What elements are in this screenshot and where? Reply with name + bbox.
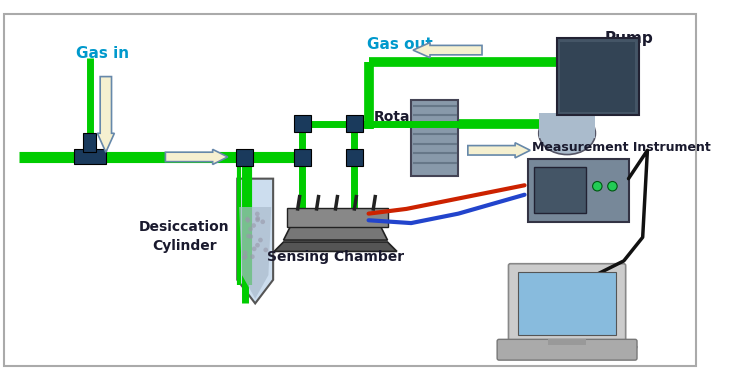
FancyBboxPatch shape: [346, 116, 363, 132]
Circle shape: [246, 234, 251, 238]
FancyBboxPatch shape: [346, 149, 363, 166]
FancyArrow shape: [98, 77, 115, 152]
Circle shape: [260, 219, 265, 224]
FancyBboxPatch shape: [528, 159, 630, 222]
FancyBboxPatch shape: [74, 149, 106, 165]
Circle shape: [252, 223, 256, 228]
FancyBboxPatch shape: [534, 167, 586, 213]
FancyBboxPatch shape: [83, 133, 96, 152]
FancyBboxPatch shape: [539, 112, 596, 138]
Text: Gas in: Gas in: [75, 46, 129, 61]
FancyBboxPatch shape: [4, 14, 696, 366]
FancyBboxPatch shape: [508, 264, 626, 343]
FancyBboxPatch shape: [287, 208, 388, 227]
Polygon shape: [274, 242, 397, 252]
Text: Sensing Chamber: Sensing Chamber: [267, 250, 404, 264]
Text: Pump: Pump: [604, 31, 653, 46]
FancyBboxPatch shape: [497, 339, 637, 360]
Text: Measurement Instrument: Measurement Instrument: [532, 141, 711, 154]
Circle shape: [593, 182, 602, 191]
Circle shape: [243, 254, 248, 259]
Circle shape: [255, 216, 260, 221]
Circle shape: [250, 254, 255, 259]
FancyArrow shape: [468, 143, 531, 158]
Text: Gas out: Gas out: [367, 37, 432, 52]
FancyArrow shape: [413, 43, 482, 58]
Circle shape: [242, 255, 246, 260]
Circle shape: [255, 243, 260, 247]
Circle shape: [248, 227, 253, 231]
Ellipse shape: [539, 112, 596, 155]
Text: Rotameter: Rotameter: [373, 110, 457, 124]
Circle shape: [252, 247, 257, 251]
FancyBboxPatch shape: [294, 116, 311, 132]
FancyBboxPatch shape: [411, 100, 458, 176]
FancyBboxPatch shape: [518, 272, 616, 335]
Circle shape: [255, 212, 260, 216]
FancyBboxPatch shape: [548, 339, 586, 345]
Circle shape: [608, 182, 617, 191]
FancyBboxPatch shape: [556, 38, 639, 116]
Circle shape: [246, 218, 250, 223]
Text: Desiccation
Cylinder: Desiccation Cylinder: [139, 220, 229, 253]
Circle shape: [245, 217, 249, 222]
Polygon shape: [238, 179, 273, 303]
Text: Computer: Computer: [554, 343, 638, 358]
Polygon shape: [239, 207, 272, 299]
FancyArrow shape: [166, 149, 228, 165]
Circle shape: [243, 250, 247, 255]
Polygon shape: [283, 221, 388, 240]
Circle shape: [263, 248, 268, 252]
FancyBboxPatch shape: [236, 149, 253, 166]
Circle shape: [258, 238, 263, 242]
Circle shape: [255, 217, 260, 222]
Circle shape: [249, 234, 253, 239]
FancyBboxPatch shape: [294, 149, 311, 166]
FancyBboxPatch shape: [560, 42, 635, 112]
